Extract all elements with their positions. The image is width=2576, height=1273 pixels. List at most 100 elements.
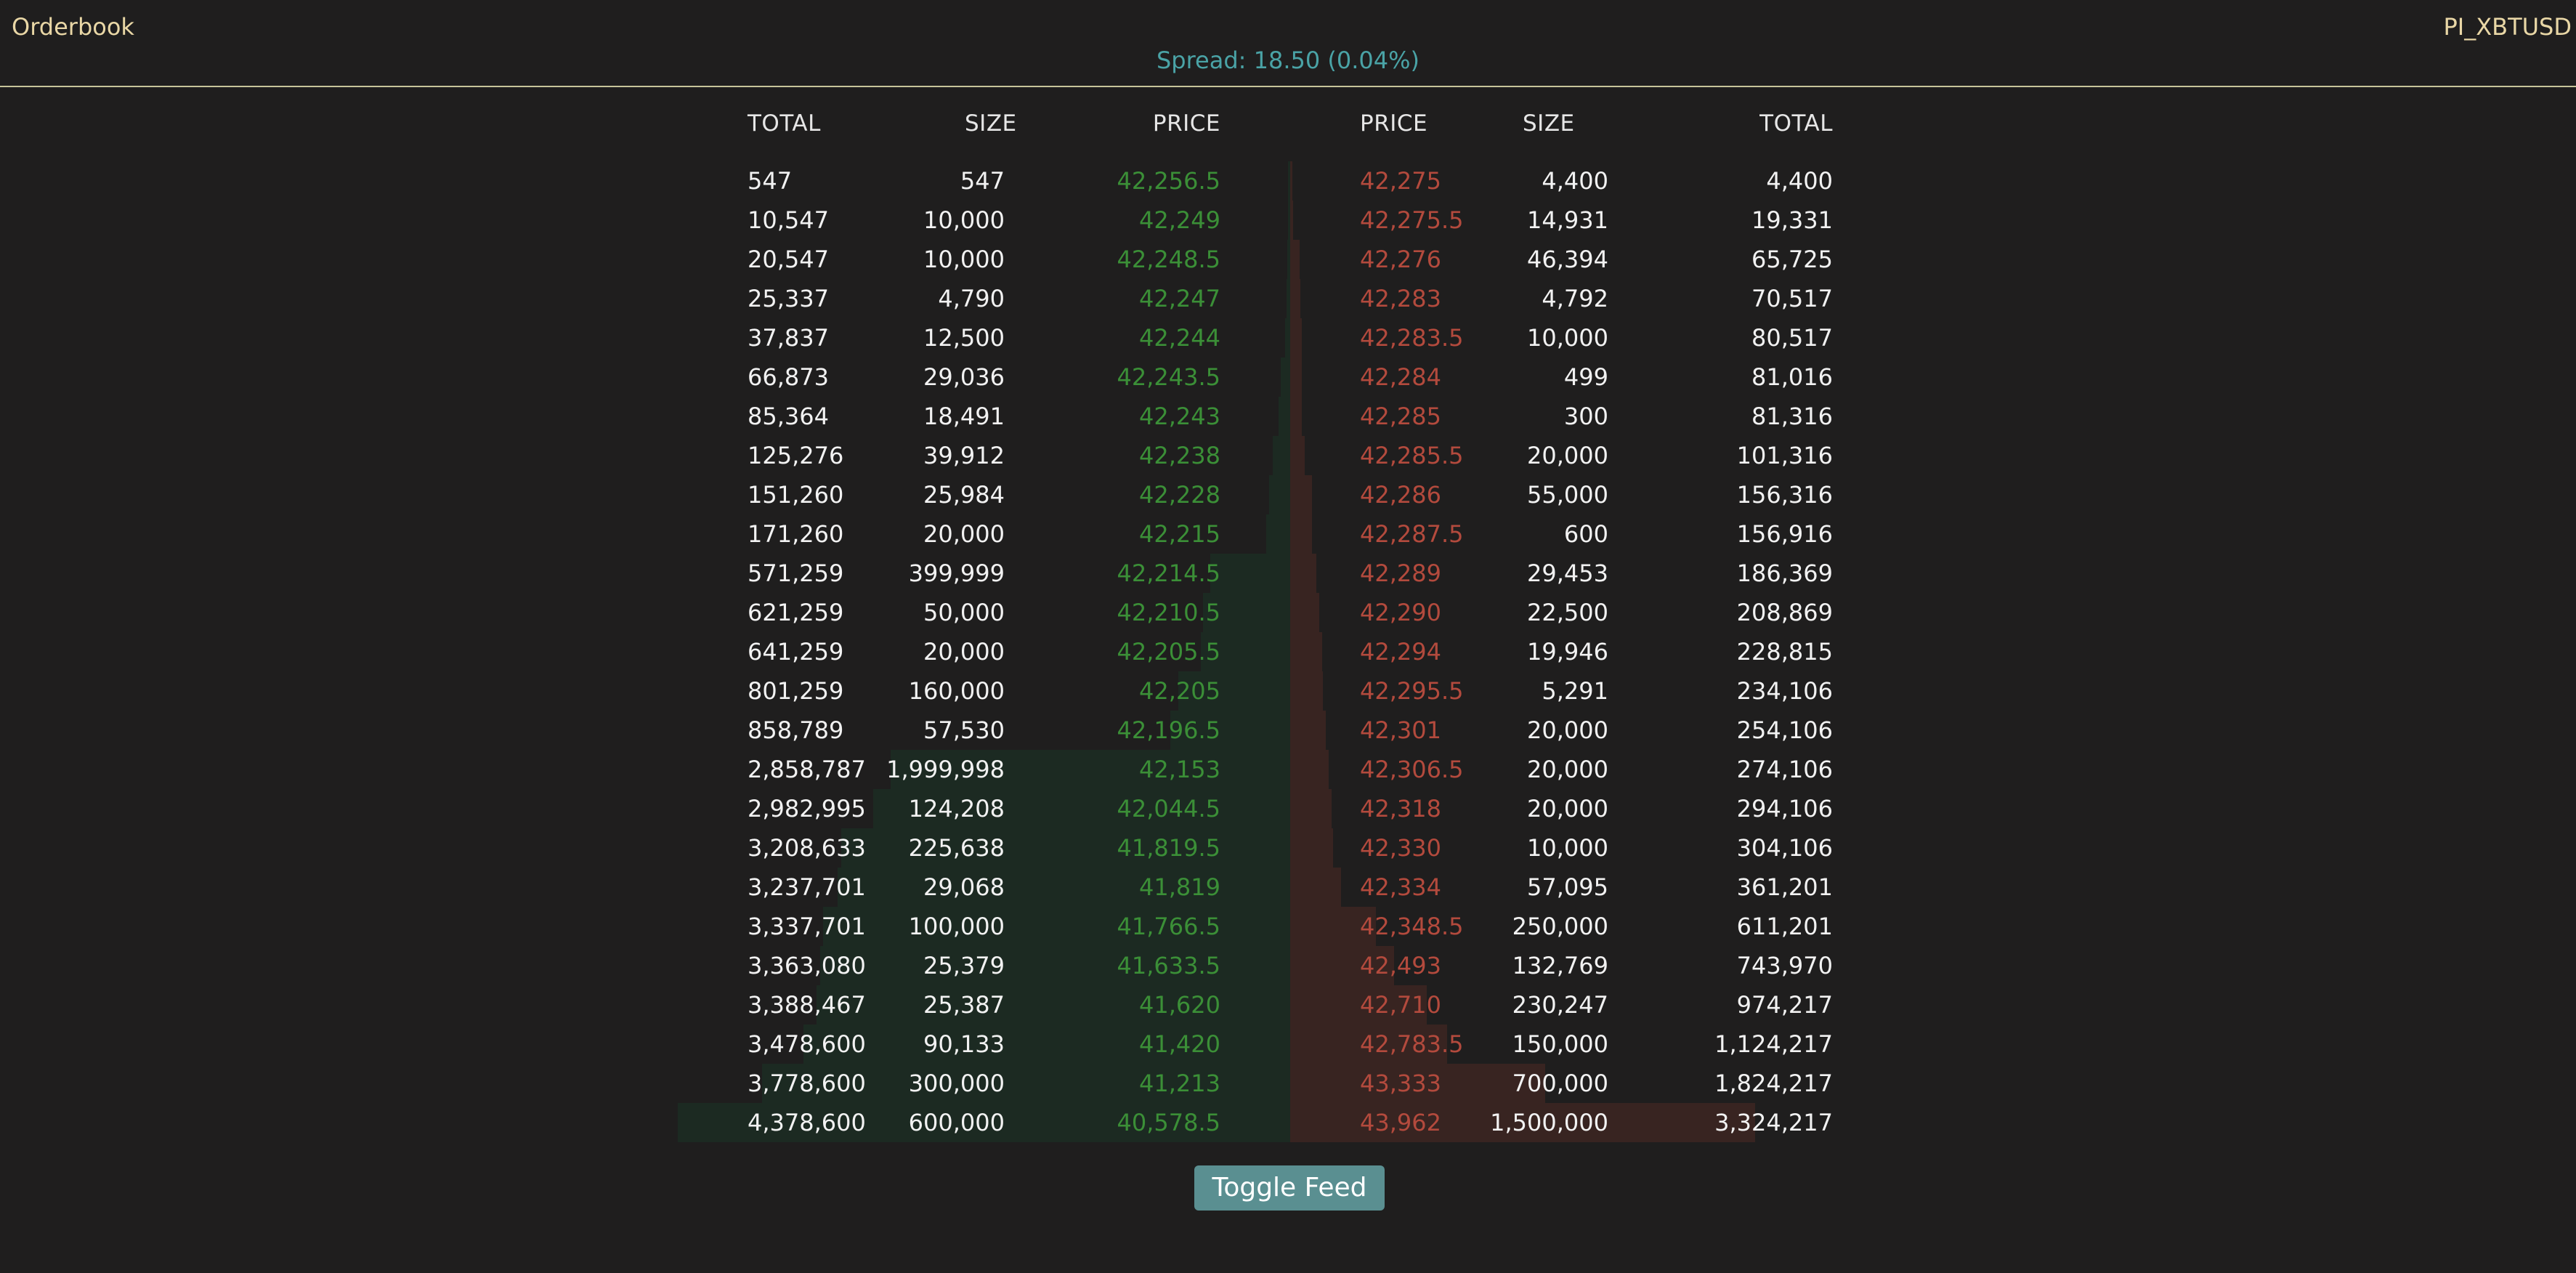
ask-depth-bar — [1290, 907, 1376, 946]
bid-depth-bar — [761, 1064, 1290, 1103]
toggle-feed-button[interactable]: Toggle Feed — [1194, 1165, 1385, 1211]
ask-total: 156,916 — [1736, 520, 1833, 548]
orderbook: TOTAL SIZE PRICE 547 547 42,256.5 10,547 10,… — [678, 87, 1903, 1148]
header-bar: Orderbook Spread: 18.50 (0.04%) PI_XBTUS… — [0, 0, 2576, 87]
bid-depth-bar — [1178, 671, 1290, 711]
ask-total: 65,725 — [1751, 246, 1833, 273]
bid-total: 2,982,995 — [748, 795, 866, 823]
bid-row: 125,276 39,912 42,238 — [678, 436, 1290, 475]
ask-total: 4,400 — [1766, 167, 1833, 195]
bid-price: 42,044.5 — [1117, 795, 1221, 823]
ask-total: 743,970 — [1736, 952, 1833, 979]
ask-depth-bar — [1290, 946, 1395, 985]
ask-depth-bar — [1290, 711, 1326, 750]
bid-size: 12,500 — [923, 324, 1005, 352]
ask-row: 42,318 20,000 294,106 — [1290, 789, 1903, 828]
bids-header-total: TOTAL — [748, 110, 821, 137]
bid-size: 225,638 — [908, 834, 1005, 862]
ask-size: 600 — [1563, 520, 1608, 548]
bid-row: 547 547 42,256.5 — [678, 161, 1290, 201]
ask-price: 42,283.5 — [1360, 324, 1464, 352]
bid-row: 621,259 50,000 42,210.5 — [678, 593, 1290, 632]
ask-row: 43,333 700,000 1,824,217 — [1290, 1064, 1903, 1103]
bid-total: 125,276 — [748, 442, 844, 469]
ask-row: 42,286 55,000 156,316 — [1290, 475, 1903, 514]
ask-price: 42,348.5 — [1360, 913, 1464, 940]
ask-depth-bar — [1290, 632, 1323, 671]
ask-price: 42,290 — [1360, 599, 1441, 626]
ask-row: 42,284 499 81,016 — [1290, 357, 1903, 397]
bid-size: 20,000 — [923, 638, 1005, 666]
bid-depth-bar — [678, 1103, 1290, 1142]
bid-row: 171,260 20,000 42,215 — [678, 514, 1290, 554]
bid-total: 10,547 — [748, 206, 829, 234]
ask-row: 42,334 57,095 361,201 — [1290, 868, 1903, 907]
ask-depth-bar — [1290, 318, 1302, 357]
ask-size: 19,946 — [1527, 638, 1608, 666]
bid-size: 25,984 — [923, 481, 1005, 509]
ask-row: 42,283.5 10,000 80,517 — [1290, 318, 1903, 357]
bid-size: 399,999 — [908, 559, 1005, 587]
ask-depth-bar — [1290, 789, 1332, 828]
ask-row: 42,276 46,394 65,725 — [1290, 240, 1903, 279]
bid-price: 42,244 — [1139, 324, 1220, 352]
bid-total: 3,337,701 — [748, 913, 866, 940]
ask-row: 42,710 230,247 974,217 — [1290, 985, 1903, 1025]
bid-price: 42,247 — [1139, 285, 1220, 312]
ask-depth-bar — [1290, 828, 1333, 868]
asks-header-total: TOTAL — [1759, 110, 1833, 137]
bid-total: 151,260 — [748, 481, 844, 509]
bid-total: 3,778,600 — [748, 1070, 866, 1097]
bid-price: 42,248.5 — [1117, 246, 1221, 273]
ask-size: 20,000 — [1527, 442, 1608, 469]
bid-size: 160,000 — [908, 677, 1005, 705]
bid-total: 801,259 — [748, 677, 844, 705]
bid-row: 25,337 4,790 42,247 — [678, 279, 1290, 318]
ask-size: 132,769 — [1512, 952, 1608, 979]
ask-size: 10,000 — [1527, 324, 1608, 352]
ask-depth-bar — [1290, 554, 1316, 593]
bid-size: 100,000 — [908, 913, 1005, 940]
bid-depth-bar — [1287, 279, 1290, 318]
ask-total: 3,324,217 — [1714, 1109, 1833, 1136]
bid-row: 3,388,467 25,387 41,620 — [678, 985, 1290, 1025]
bid-total: 858,789 — [748, 716, 844, 744]
ask-size: 499 — [1563, 363, 1608, 391]
ask-depth-bar — [1290, 1025, 1448, 1064]
bid-row: 37,837 12,500 42,244 — [678, 318, 1290, 357]
bid-total: 4,378,600 — [748, 1109, 866, 1136]
ask-depth-bar — [1290, 593, 1320, 632]
bid-depth-bar — [837, 868, 1290, 907]
bid-depth-bar — [1284, 318, 1290, 357]
bid-row: 3,337,701 100,000 41,766.5 — [678, 907, 1290, 946]
ask-size: 29,453 — [1527, 559, 1608, 587]
ask-size: 20,000 — [1527, 795, 1608, 823]
bid-size: 39,912 — [923, 442, 1005, 469]
bid-price: 42,210.5 — [1117, 599, 1221, 626]
ask-total: 228,815 — [1736, 638, 1833, 666]
ask-size: 55,000 — [1527, 481, 1608, 509]
ask-total: 19,331 — [1751, 206, 1833, 234]
ask-size: 150,000 — [1512, 1030, 1608, 1058]
ask-row: 42,493 132,769 743,970 — [1290, 946, 1903, 985]
ask-total: 361,201 — [1736, 873, 1833, 901]
bid-total: 547 — [748, 167, 793, 195]
bid-total: 66,873 — [748, 363, 829, 391]
bid-total: 621,259 — [748, 599, 844, 626]
bid-size: 20,000 — [923, 520, 1005, 548]
ask-price: 42,783.5 — [1360, 1030, 1464, 1058]
ask-total: 294,106 — [1736, 795, 1833, 823]
ask-row: 42,306.5 20,000 274,106 — [1290, 750, 1903, 789]
bids-side: TOTAL SIZE PRICE 547 547 42,256.5 10,547 10,… — [678, 87, 1290, 1148]
bid-row: 151,260 25,984 42,228 — [678, 475, 1290, 514]
bid-price: 41,819.5 — [1117, 834, 1221, 862]
ask-depth-bar — [1290, 279, 1300, 318]
ask-row: 42,285.5 20,000 101,316 — [1290, 436, 1903, 475]
ask-total: 234,106 — [1736, 677, 1833, 705]
ask-row: 42,301 20,000 254,106 — [1290, 711, 1903, 750]
ask-depth-bar — [1290, 161, 1292, 201]
bid-size: 1,999,998 — [886, 756, 1005, 783]
ask-price: 42,285 — [1360, 403, 1441, 430]
bid-depth-bar — [1203, 593, 1290, 632]
ask-price: 43,333 — [1360, 1070, 1441, 1097]
